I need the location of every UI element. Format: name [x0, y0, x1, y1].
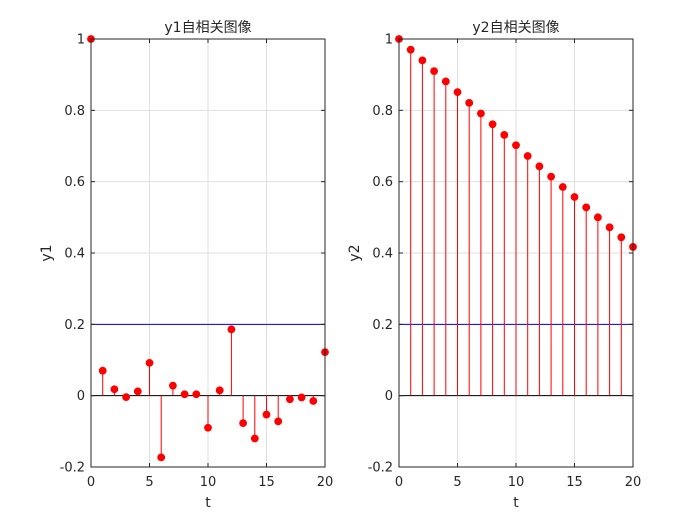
y-tick-label: 0 — [77, 389, 85, 404]
y-tick-label: 1 — [77, 33, 85, 48]
y-tick-label: 0.8 — [372, 104, 393, 119]
stem-marker — [309, 397, 318, 405]
y-tick-label: 0.4 — [64, 247, 85, 262]
stem-marker — [98, 366, 107, 375]
stem-marker — [418, 56, 427, 65]
x-tick-label: 5 — [453, 475, 461, 490]
stem-marker — [453, 88, 462, 97]
y-tick-label: 0.2 — [64, 318, 85, 333]
y-tick-label: 0.8 — [64, 104, 85, 119]
stem-marker — [215, 386, 224, 395]
stem-marker — [168, 381, 177, 390]
x-axis-label: t — [205, 495, 211, 511]
y-axis-label: y2 — [347, 244, 363, 261]
stem-marker — [430, 67, 438, 75]
stem-marker — [239, 419, 247, 428]
stem-marker — [122, 393, 130, 401]
x-tick-label: 0 — [87, 475, 95, 490]
stem-marker — [285, 395, 294, 404]
y-axis-label: y1 — [39, 244, 55, 261]
y-tick-label: 0.6 — [372, 175, 393, 190]
stem-marker — [441, 77, 450, 86]
stem-marker — [204, 423, 212, 432]
stem-marker — [547, 172, 555, 181]
y-tick-label: 0.4 — [372, 247, 393, 262]
stem-marker — [297, 393, 306, 402]
stem-marker — [488, 120, 497, 129]
stem-marker — [605, 223, 614, 232]
x-tick-label: 10 — [200, 475, 217, 490]
stem-marker — [476, 109, 485, 118]
x-tick-label: 20 — [317, 475, 334, 490]
stem-marker — [465, 98, 474, 107]
stem-marker — [262, 410, 271, 419]
x-axis-label: t — [513, 495, 519, 511]
stem-marker — [594, 213, 602, 222]
stem-marker — [523, 152, 532, 160]
stem-marker — [535, 162, 544, 171]
x-tick-label: 0 — [395, 475, 403, 490]
y-tick-label: 0.6 — [64, 175, 85, 190]
stem-marker — [582, 203, 591, 212]
stem-marker — [192, 390, 201, 399]
x-tick-label: 15 — [566, 475, 583, 490]
stem-marker — [227, 325, 236, 334]
y-tick-label: -0.2 — [60, 461, 85, 476]
stem-marker — [145, 358, 154, 367]
chart-title: y1自相关图像 — [164, 20, 251, 36]
stem-marker — [180, 390, 189, 399]
stem-marker — [617, 233, 626, 242]
stem-marker — [512, 141, 520, 150]
stem-marker — [558, 183, 567, 191]
stem-marker — [570, 193, 579, 201]
x-tick-label: 20 — [625, 475, 642, 490]
stem-marker — [250, 434, 259, 443]
y-tick-label: 0.2 — [372, 318, 393, 333]
y-tick-label: 1 — [385, 33, 393, 48]
x-tick-label: 10 — [508, 475, 525, 490]
x-tick-label: 15 — [258, 475, 275, 490]
x-tick-label: 5 — [145, 475, 153, 490]
stem-marker — [133, 387, 142, 396]
stem-marker — [110, 385, 119, 394]
stem-marker — [157, 453, 166, 462]
stem-marker — [500, 131, 509, 139]
y-tick-label: 0 — [385, 389, 393, 404]
y-tick-label: -0.2 — [368, 461, 393, 476]
chart-title: y2自相关图像 — [472, 20, 559, 36]
stem-marker — [274, 417, 283, 426]
stem-marker — [406, 45, 415, 54]
